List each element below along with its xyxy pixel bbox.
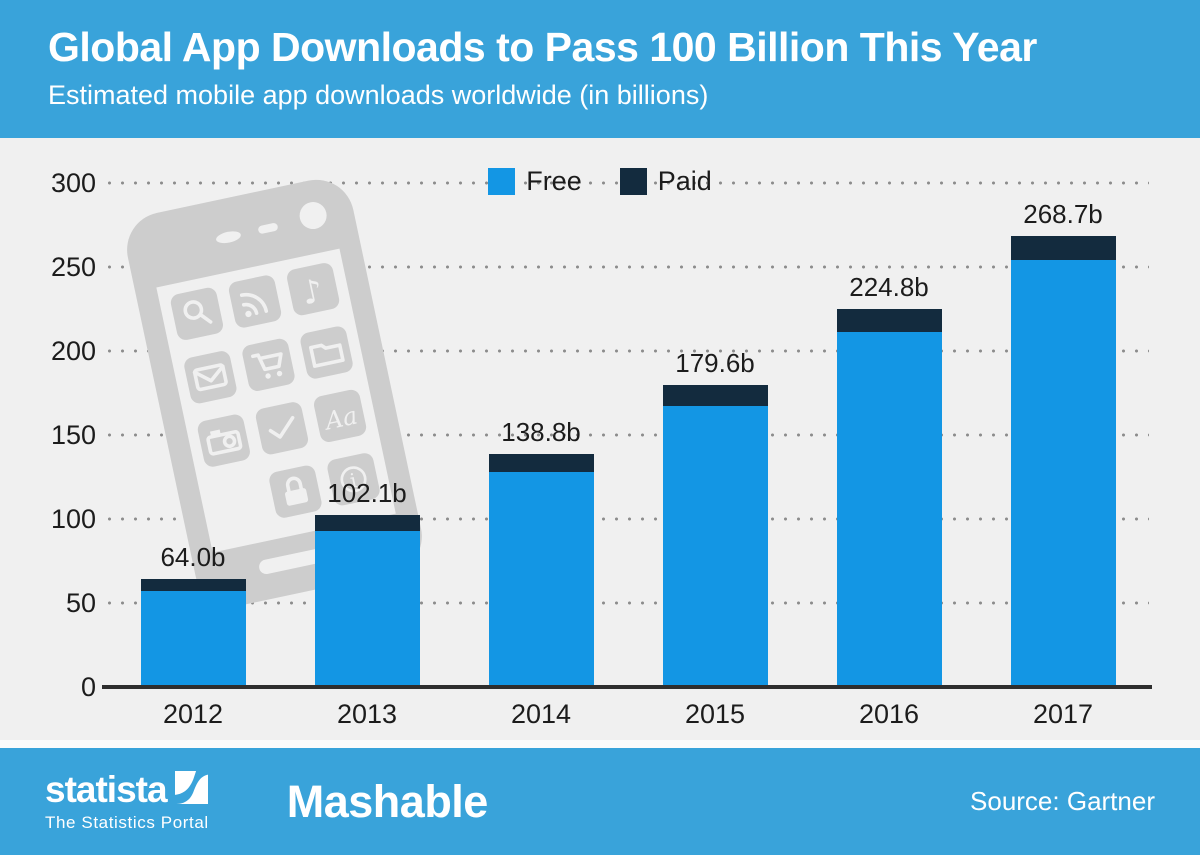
bar-segment-free-2012 [140,590,246,687]
gridline-200 [103,349,1149,353]
bar-2013 [314,515,420,687]
y-axis-label-200: 200 [50,336,96,366]
total-label-2014: 138.8b [501,416,581,447]
total-label-2012: 64.0b [160,542,226,573]
legend-swatch-paid [619,168,647,195]
header-banner: Global App Downloads to Pass 100 Billion… [0,0,1200,138]
bar-segment-free-2015 [662,406,768,687]
chart-area: ♪ [0,138,1200,740]
legend: Free Paid [0,166,1200,197]
x-axis-line [102,685,1152,689]
statista-wordmark: statista [45,769,168,810]
statista-logo: statista The Statistics Portal [45,769,209,833]
x-axis-label-2014: 2014 [510,699,572,729]
gridline-250 [103,265,1149,269]
total-label-2015: 179.6b [675,348,755,379]
smartphone-watermark-icon: ♪ [118,170,432,621]
total-label-2016: 224.8b [849,272,929,303]
statista-tagline: The Statistics Portal [45,812,209,832]
bar-segment-free-2014 [488,472,594,687]
bar-segment-free-2016 [836,332,942,687]
bar-segment-free-2013 [314,530,420,687]
legend-item-free: Free [488,166,582,197]
gridline-50 [103,601,1149,605]
bar-segment-paid-2013 [314,515,420,531]
bar-segment-paid-2012 [140,579,246,591]
y-axis-label-250: 250 [50,252,96,282]
divider-strip [0,740,1200,748]
bar-2016 [836,309,942,687]
bar-segment-paid-2014 [488,453,594,473]
y-axis-label-100: 100 [50,504,96,534]
legend-swatch-free [488,168,516,195]
svg-text:i: i [348,469,359,493]
chart-subtitle: Estimated mobile app downloads worldwide… [48,80,709,111]
bar-segment-paid-2016 [836,309,942,332]
source-credit: Source: Gartner [970,786,1155,816]
bar-segment-paid-2017 [1010,235,1116,261]
bar-2014 [488,453,594,687]
y-axis-label-300: 300 [50,168,96,198]
legend-item-paid: Paid [619,166,712,197]
chart-title: Global App Downloads to Pass 100 Billion… [48,24,1037,70]
y-axis-label-150: 150 [50,420,96,450]
legend-label-paid: Paid [657,166,712,196]
x-axis-label-2017: 2017 [1032,699,1094,729]
bar-segment-paid-2015 [662,385,768,407]
y-axis-label-0: 0 [80,672,96,702]
gridline-100 [103,517,1149,521]
legend-label-free: Free [526,166,582,196]
bar-segment-free-2017 [1010,260,1116,687]
total-label-2013: 102.1b [327,478,407,509]
footer-banner: statista The Statistics Portal Mashable … [0,748,1200,855]
x-axis-label-2013: 2013 [336,699,398,729]
mashable-logo: Mashable [286,775,489,827]
bar-2017 [1010,235,1116,687]
statista-wave-icon [174,770,208,809]
gridline-150 [103,433,1149,437]
x-axis-label-2016: 2016 [858,699,920,729]
bar-2012 [140,579,246,687]
total-label-2017: 268.7b [1023,198,1103,229]
y-axis-label-50: 50 [65,588,96,618]
x-axis-label-2012: 2012 [162,699,224,729]
bar-2015 [662,385,768,687]
x-axis-label-2015: 2015 [684,699,746,729]
svg-text:Aa: Aa [321,401,360,436]
